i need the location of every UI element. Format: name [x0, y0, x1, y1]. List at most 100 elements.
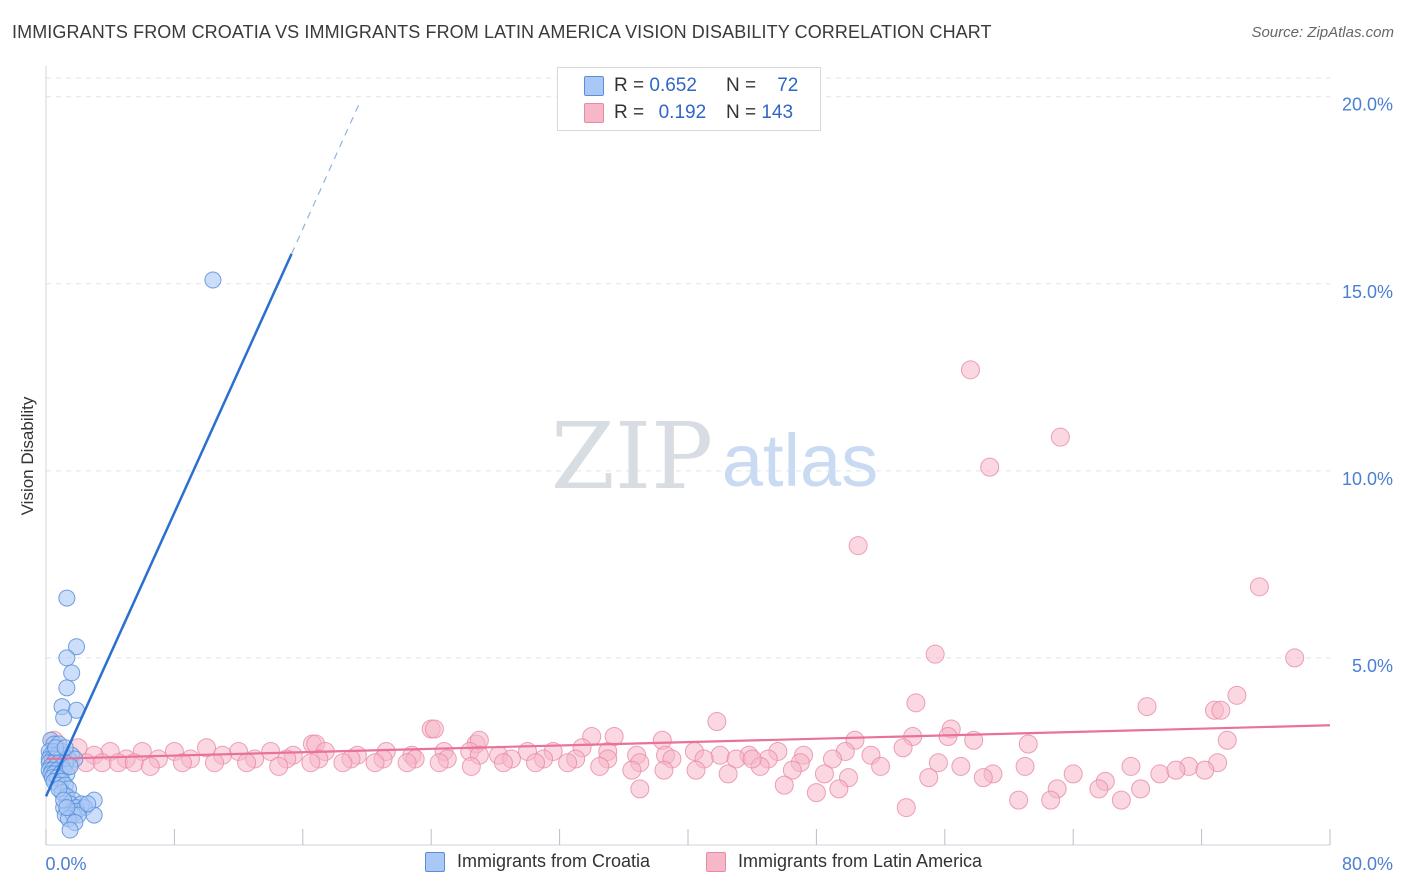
watermark: ZIP atlas [551, 403, 878, 510]
latin-america-point [1018, 734, 1038, 754]
latin-america-point [205, 753, 225, 773]
legend-n-value: 72 [777, 75, 799, 96]
legend-r-value: 0.192 [658, 102, 707, 123]
croatia-point [61, 757, 79, 775]
latin-america-point [829, 779, 849, 799]
latin-america-point [269, 756, 289, 776]
legend-n-label: N = [725, 102, 757, 123]
croatia-point [58, 649, 76, 667]
latin-america-point [1131, 779, 1151, 799]
latin-america-point [774, 775, 794, 795]
latin-america-point [301, 753, 321, 773]
legend-swatch-latin-america [584, 103, 604, 123]
latin-america-point [742, 749, 762, 769]
latin-america-point [718, 764, 738, 784]
latin-america-point [654, 760, 674, 780]
latin-america-point [960, 360, 980, 380]
latin-america-point [172, 753, 192, 773]
latin-america-point [622, 760, 642, 780]
croatia-point [63, 664, 81, 682]
latin-america-point [1249, 577, 1269, 597]
latin-america-point [365, 753, 385, 773]
legend-row-latin-america: R = 0.192 N = 143 [584, 100, 793, 126]
legend-n-label: N = [725, 75, 757, 96]
latin-america-point [1111, 790, 1131, 810]
latin-america-point [429, 753, 449, 773]
bottom-legend-croatia: Immigrants from Croatia [425, 851, 650, 872]
latin-america-point [1121, 756, 1141, 776]
y-tick-label: 20.0% [1342, 95, 1393, 115]
legend-r-label: R = [614, 102, 645, 123]
latin-america-point [1211, 700, 1231, 720]
y-tick-label: 5.0% [1352, 656, 1393, 676]
latin-america-point [237, 753, 257, 773]
latin-america-point [1063, 764, 1083, 784]
croatia-points [40, 271, 222, 839]
latin-america-point [822, 749, 842, 769]
croatia-point [58, 589, 76, 607]
x-tick-labels: 0.0% 80.0% [45, 854, 1393, 874]
x-tick-label-min: 0.0% [45, 854, 86, 874]
latin-america-point [1137, 697, 1157, 717]
croatia-point [58, 799, 76, 817]
source-credit: Source: ZipAtlas.com [1251, 24, 1394, 41]
correlation-legend: R = 0.652 N = 72 R = 0.192 N = 143 [557, 67, 821, 131]
legend-row-croatia: R = 0.652 N = 72 [584, 73, 798, 99]
latin-america-point [973, 768, 993, 788]
bottom-legend-swatch-croatia [425, 851, 445, 872]
latin-america-point [893, 738, 913, 758]
bottom-legend-label-latin-america: Immigrants from Latin America [738, 851, 983, 871]
croatia-point [79, 795, 97, 813]
croatia-point [58, 679, 76, 697]
latin-america-point [814, 764, 834, 784]
latin-america-point [461, 756, 481, 776]
bottom-legend-swatch-latin-america [706, 851, 726, 872]
trend-lines [44, 103, 1331, 797]
latin-america-point [1285, 648, 1305, 668]
latin-america-point [925, 644, 945, 664]
latin-america-point [397, 753, 417, 773]
watermark-atlas: atlas [722, 419, 878, 502]
y-tick-labels: 5.0% 10.0% 15.0% 20.0% [1342, 95, 1393, 676]
croatia-point [204, 271, 222, 289]
y-tick-label: 15.0% [1342, 282, 1393, 302]
legend-r-value: 0.652 [649, 75, 697, 96]
latin-america-point [526, 753, 546, 773]
latin-america-point [806, 783, 826, 803]
bottom-legend-latin-america: Immigrants from Latin America [706, 851, 982, 872]
croatia-trend-line [44, 253, 293, 797]
latin-america-point [1015, 756, 1035, 776]
croatia-point [55, 709, 73, 727]
watermark-zip: ZIP [551, 403, 713, 510]
latin-america-point [896, 798, 916, 818]
latin-america-point [928, 753, 948, 773]
latin-america-point [493, 753, 513, 773]
latin-america-point [197, 738, 216, 758]
latin-america-point [1227, 685, 1247, 705]
latin-america-point [1195, 760, 1215, 780]
latin-america-point [1050, 427, 1070, 447]
latin-america-trend-line [45, 724, 1331, 761]
latin-america-point [590, 756, 610, 776]
latin-america-point [782, 760, 802, 780]
legend-r-label: R = [614, 75, 645, 96]
latin-america-point [980, 457, 1000, 477]
latin-america-point [906, 693, 926, 713]
latin-america-point [1150, 764, 1170, 784]
x-tick-label-max: 80.0% [1342, 854, 1393, 874]
latin-america-point [707, 712, 727, 732]
latin-america-point [1089, 779, 1109, 799]
latin-america-point [1166, 760, 1186, 780]
latin-america-point [140, 756, 160, 776]
bottom-legend-label-croatia: Immigrants from Croatia [457, 851, 651, 871]
latin-america-point [848, 536, 868, 556]
latin-america-point [630, 779, 650, 799]
latin-america-point [686, 760, 706, 780]
y-tick-label: 10.0% [1342, 469, 1393, 489]
legend-n-value: 143 [761, 102, 794, 123]
latin-america-point [1009, 790, 1029, 810]
latin-america-point [871, 756, 891, 776]
latin-america-point [951, 756, 971, 776]
latin-america-point [710, 745, 730, 765]
